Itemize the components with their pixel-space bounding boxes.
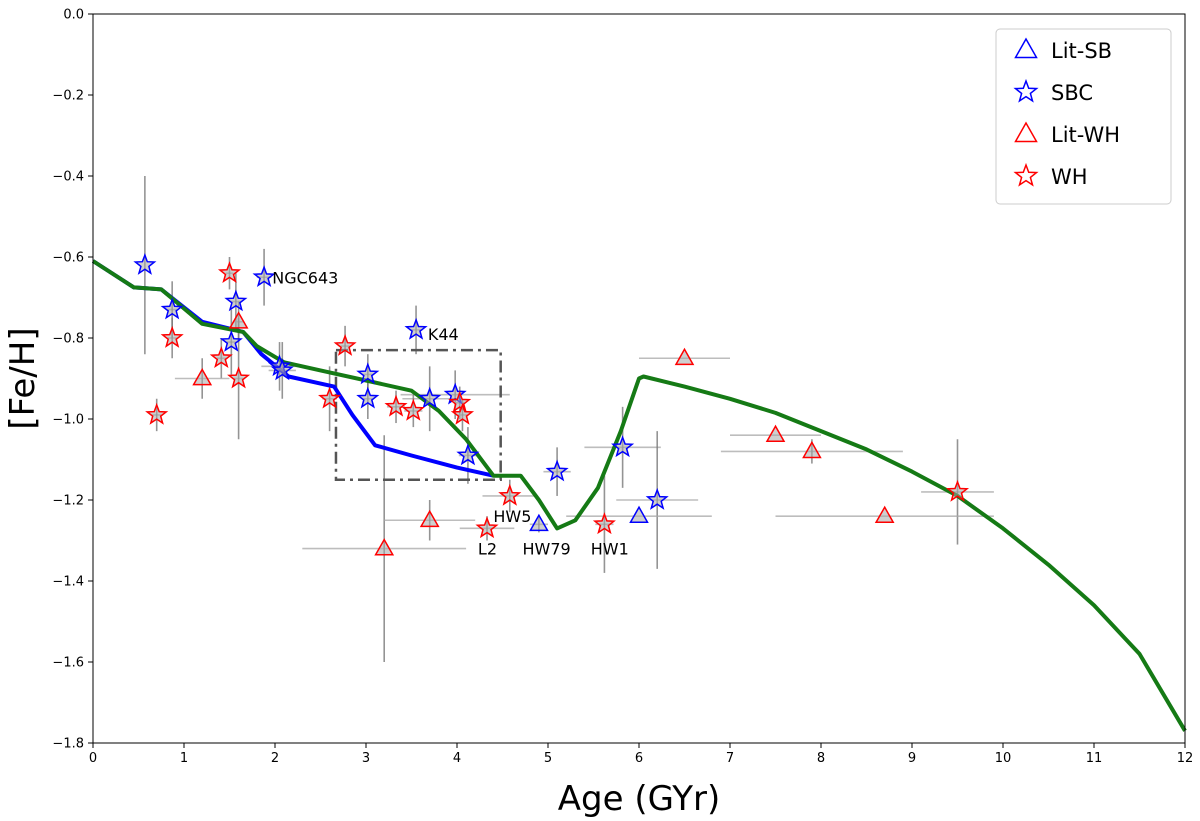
point-annotation: NGC643 [272,268,338,287]
wh-point [592,512,616,535]
sbc-point [418,386,442,409]
y-tick-label: −1.6 [52,656,84,671]
sbc-point [160,297,184,320]
lit-wh-point [192,367,213,386]
x-tick-label: 3 [362,751,370,766]
sbc-point [224,289,248,312]
lit-wh-point [674,347,695,366]
wh-point [145,402,169,425]
y-tick-label: −1.4 [52,575,84,590]
sbc-point [611,435,635,458]
wh-point [318,386,342,409]
x-tick-label: 5 [544,751,552,766]
highlight-box [334,348,502,481]
point-annotation: HW5 [493,507,531,526]
x-tick-label: 1 [180,751,188,766]
legend-marker [1013,78,1039,103]
x-tick-label: 11 [1086,751,1103,766]
x-axis-title: Age (GYr) [558,779,721,819]
sbc-point [252,265,276,288]
y-tick-label: −1.8 [52,737,84,752]
x-tick-label: 7 [726,751,734,766]
legend: Lit-SB SBC Lit-WH WH [995,28,1172,205]
y-tick-label: 0.0 [63,8,84,23]
wh-point [945,479,970,502]
y-axis-title: [Fe/H] [3,327,43,429]
legend-marker [1014,121,1038,143]
axis-ticks: 0 1 2 3 4 5 6 7 8 9 10 11 120.0−0.2−0.4−0.6−0.8−1.0−… [52,8,1193,767]
sbc-point [456,443,480,466]
legend-marker [1014,37,1038,59]
lit-sb-point [629,505,649,524]
wh-point [498,483,522,506]
x-tick-label: 9 [908,751,916,766]
lit-wh-point [874,505,895,524]
x-tick-label: 10 [995,751,1012,766]
lit-sb-point [529,513,549,532]
legend-label: WH [1051,165,1088,189]
wh-point [333,333,357,356]
y-tick-label: −0.6 [52,251,84,266]
point-annotation: HW1 [591,540,629,559]
lit-wh-point [419,509,440,528]
x-tick-label: 4 [453,751,461,766]
sbc-point [219,329,243,352]
x-tick-label: 2 [271,751,279,766]
legend-box [995,28,1172,205]
wh-point [227,366,251,389]
sbc-point [270,358,294,381]
y-tick-label: −1.2 [52,494,84,509]
y-tick-label: −0.8 [52,332,84,347]
sbc-point [356,362,380,385]
legend-label: Lit-SB [1051,39,1112,63]
legend-marker [1013,162,1039,187]
y-tick-label: −0.4 [52,170,84,185]
sbc-point [404,317,428,340]
legend-label: Lit-WH [1051,123,1120,147]
sbc-point [645,487,669,510]
wh-point [217,261,242,284]
x-tick-label: 6 [635,751,643,766]
wh-point [475,516,499,539]
sbc-point [356,386,380,409]
lit-wh-point [374,538,395,556]
x-tick-label: 0 [89,751,97,766]
y-tick-label: −0.2 [52,89,84,104]
x-tick-label: 8 [817,751,825,766]
plot-marks: NGC643 K44 HW5 L2 HW79 HW1 [91,176,1187,732]
y-tick-label: −1.0 [52,413,84,428]
legend-label: SBC [1051,81,1093,105]
point-annotation: K44 [428,325,459,344]
lit-wh-point [802,440,822,459]
sbc-point [545,459,569,482]
point-annotation: HW79 [523,540,571,559]
wh-point [384,394,408,417]
wh-point [160,325,184,348]
x-tick-label: 12 [1177,751,1194,766]
sbc-point [133,252,157,275]
lit-wh-point [228,311,249,329]
lit-wh-point [765,424,786,443]
wh-point [448,390,472,413]
wh-point [450,402,475,425]
wh-point [209,346,233,369]
wh-point [401,398,425,421]
green-model-line [91,259,1187,732]
point-annotation: L2 [478,540,497,559]
